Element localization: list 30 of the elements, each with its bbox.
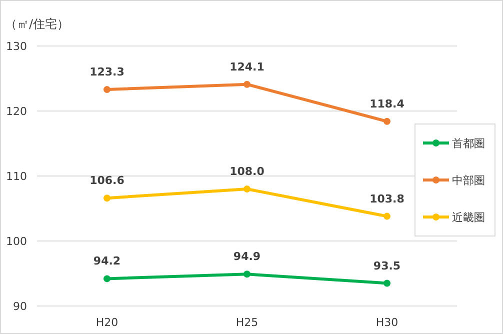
- point: [384, 118, 390, 125]
- point: [384, 280, 390, 287]
- data-label: 124.1: [230, 60, 264, 74]
- x-tick-label: H25: [236, 316, 258, 329]
- data-label: 108.0: [230, 165, 265, 178]
- x-tick-label: H30: [376, 316, 398, 329]
- data-label: 118.4: [370, 97, 405, 110]
- data-label: 93.5: [373, 259, 401, 272]
- data-label: 103.8: [370, 192, 404, 206]
- data-label: 123.3: [90, 66, 124, 79]
- y-tick-label: 130: [6, 40, 27, 53]
- y-tick-label: 100: [6, 235, 27, 248]
- point: [384, 212, 390, 220]
- legend-label: 近畿圏: [452, 211, 485, 224]
- point: [244, 186, 250, 192]
- point: [244, 80, 250, 88]
- x-tick-label: H20: [96, 316, 118, 329]
- point: [104, 275, 110, 282]
- legend-label: 首都圏: [452, 137, 485, 150]
- data-label: 94.2: [93, 254, 121, 268]
- data-label: 106.6: [90, 174, 125, 188]
- point: [244, 270, 250, 278]
- y-tick-label: 110: [6, 170, 27, 183]
- y-tick-label: 120: [6, 105, 27, 118]
- y-tick-label: 90: [13, 300, 27, 313]
- point: [104, 86, 110, 94]
- y-axis-title: （㎡/住宅）: [5, 17, 70, 31]
- point: [104, 194, 110, 202]
- legend-label: 中部圏: [452, 174, 485, 187]
- data-label: 94.9: [233, 250, 261, 264]
